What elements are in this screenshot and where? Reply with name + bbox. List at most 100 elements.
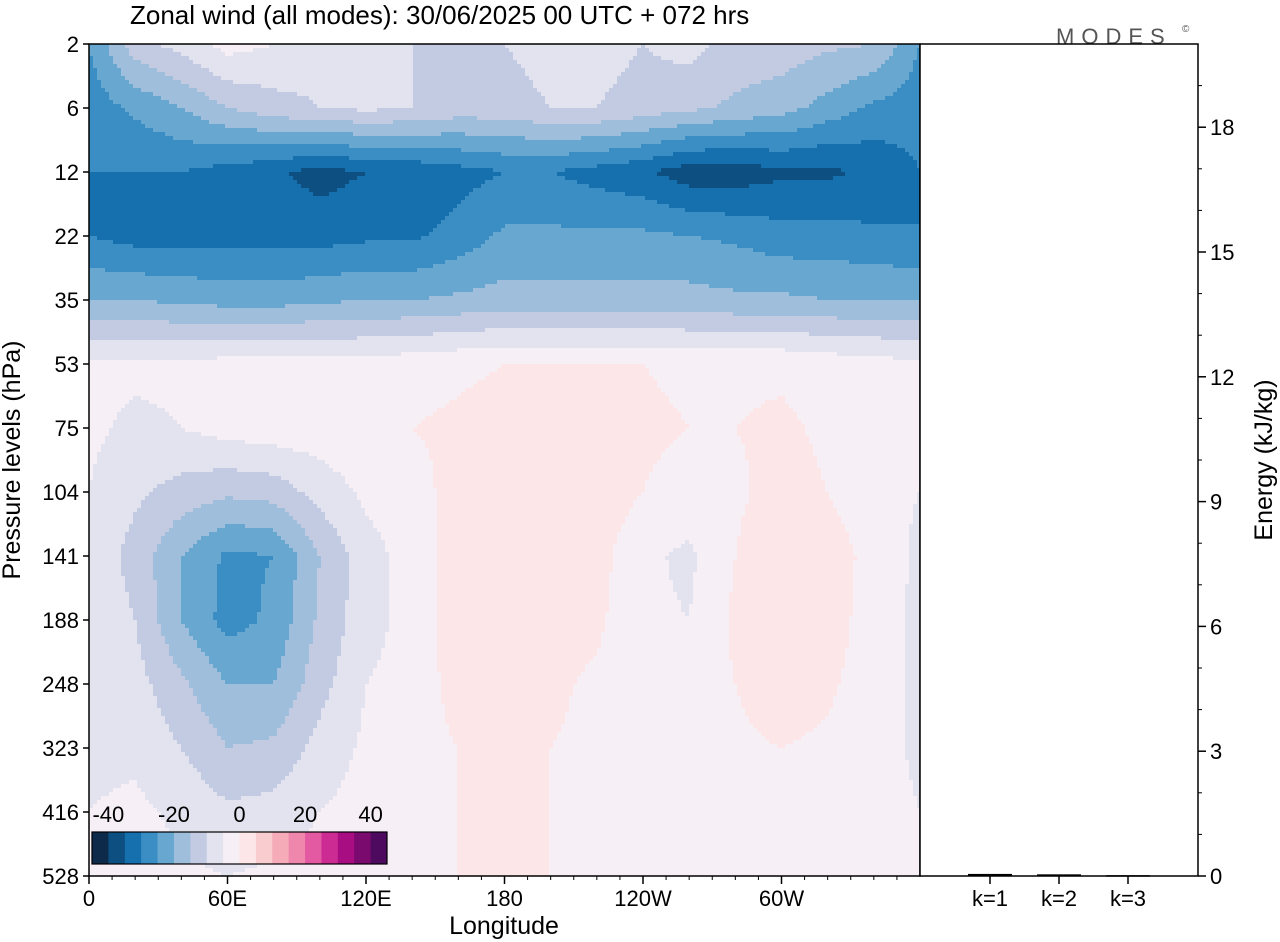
heatmap-cell xyxy=(645,80,650,85)
heatmap-cell xyxy=(377,88,382,93)
heatmap-cell xyxy=(657,80,662,85)
heatmap-cell xyxy=(701,96,706,101)
heatmap-cell xyxy=(785,88,790,93)
heatmap-cell xyxy=(225,60,230,65)
heatmap-cell xyxy=(245,132,250,137)
heatmap-cell xyxy=(805,60,810,65)
heatmap-cell xyxy=(545,104,550,109)
heatmap-cell xyxy=(437,108,442,113)
heatmap-cell xyxy=(193,104,198,109)
heatmap-cell xyxy=(301,60,306,65)
heatmap-cell xyxy=(205,92,210,97)
heatmap-cell xyxy=(101,56,106,61)
heatmap-cell xyxy=(889,136,894,141)
heatmap-cell xyxy=(133,80,138,85)
heatmap-cell xyxy=(101,124,106,129)
heatmap-cell xyxy=(489,108,494,113)
heatmap-cell xyxy=(397,84,402,89)
heatmap-cell xyxy=(185,112,190,117)
heatmap-cell xyxy=(761,132,766,137)
heatmap-cell xyxy=(901,80,906,85)
heatmap-cell xyxy=(805,120,810,125)
heatmap-cell xyxy=(765,96,770,101)
heatmap-cell xyxy=(797,56,802,61)
heatmap-cell xyxy=(841,112,846,117)
heatmap-cell xyxy=(685,128,690,133)
heatmap-cell xyxy=(697,44,702,49)
heatmap-cell xyxy=(505,64,510,69)
heatmap-cell xyxy=(249,80,254,85)
heatmap-cell xyxy=(485,76,490,81)
heatmap-cell xyxy=(673,48,678,53)
heatmap-cell xyxy=(557,76,562,81)
heatmap-cell xyxy=(805,48,810,53)
heatmap-cell xyxy=(569,64,574,69)
heatmap-cell xyxy=(545,128,550,133)
heatmap-cell xyxy=(741,96,746,101)
heatmap-cell xyxy=(165,136,170,141)
heatmap-cell xyxy=(813,68,818,73)
heatmap-cell xyxy=(477,124,482,129)
heatmap-cell xyxy=(465,64,470,69)
heatmap-cell xyxy=(141,44,146,49)
heatmap-cell xyxy=(873,112,878,117)
heatmap-cell xyxy=(373,96,378,101)
heatmap-cell xyxy=(321,64,326,69)
heatmap-cell xyxy=(729,76,734,81)
heatmap-cell xyxy=(277,68,282,73)
heatmap-cell xyxy=(693,132,698,137)
heatmap-cell xyxy=(497,88,502,93)
heatmap-cell xyxy=(385,60,390,65)
heatmap-cell xyxy=(673,72,678,77)
heatmap-cell xyxy=(533,136,538,141)
heatmap-cell xyxy=(797,44,802,49)
heatmap-cell xyxy=(561,76,566,81)
heatmap-cell xyxy=(417,96,422,101)
heatmap-cell xyxy=(909,68,914,73)
heatmap-cell xyxy=(905,64,910,69)
heatmap-cell xyxy=(781,80,786,85)
heatmap-cell xyxy=(877,100,882,105)
heatmap-cell xyxy=(645,112,650,117)
heatmap-cell xyxy=(285,52,290,57)
heatmap-cell xyxy=(689,52,694,57)
heatmap-cell xyxy=(789,92,794,97)
heatmap-cell xyxy=(217,88,222,93)
heatmap-cell xyxy=(109,124,114,129)
heatmap-cell xyxy=(873,76,878,81)
heatmap-cell xyxy=(853,84,858,89)
heatmap-cell xyxy=(465,116,470,121)
heatmap-cell xyxy=(737,60,742,65)
heatmap-cell xyxy=(201,100,206,105)
heatmap-cell xyxy=(621,120,626,125)
heatmap-cell xyxy=(777,116,782,121)
heatmap-cell xyxy=(877,96,882,101)
heatmap-cell xyxy=(177,56,182,61)
heatmap-cell xyxy=(361,80,366,85)
heatmap-cell xyxy=(841,68,846,73)
heatmap-cell xyxy=(777,84,782,89)
heatmap-cell xyxy=(901,56,906,61)
heatmap-cell xyxy=(649,108,654,113)
heatmap-cell xyxy=(661,68,666,73)
heatmap-cell xyxy=(645,68,650,73)
heatmap-cell xyxy=(153,44,158,49)
heatmap-cell xyxy=(657,56,662,61)
heatmap-cell xyxy=(121,48,126,53)
heatmap-cell xyxy=(201,76,206,81)
heatmap-cell xyxy=(261,72,266,77)
heatmap-cell xyxy=(229,76,234,81)
heatmap-cell xyxy=(361,48,366,53)
heatmap-cell xyxy=(869,108,874,113)
heatmap-cell xyxy=(549,72,554,77)
heatmap-cell xyxy=(193,60,198,65)
heatmap-cell xyxy=(165,72,170,77)
heatmap-cell xyxy=(137,120,142,125)
heatmap-cell xyxy=(173,92,178,97)
heatmap-cell xyxy=(709,96,714,101)
heatmap-cell xyxy=(409,68,414,73)
heatmap-cell xyxy=(313,64,318,69)
heatmap-cell xyxy=(465,52,470,57)
heatmap-cell xyxy=(697,64,702,69)
heatmap-cell xyxy=(781,116,786,121)
